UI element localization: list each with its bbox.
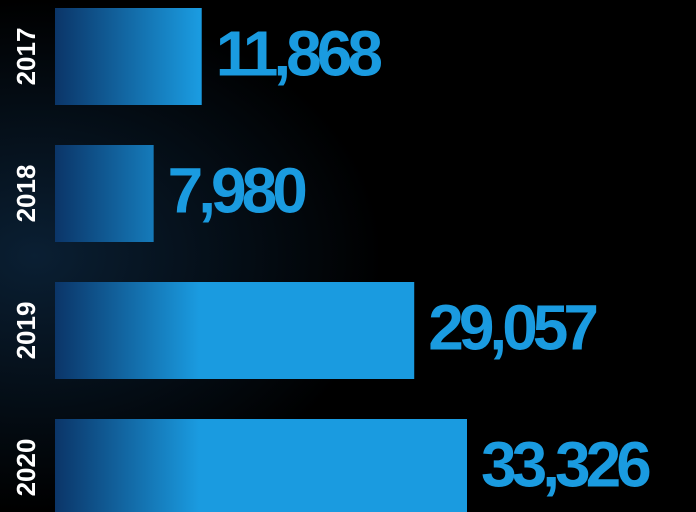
category-label: 2018 xyxy=(11,165,41,223)
bar xyxy=(55,282,415,379)
bar xyxy=(55,419,467,512)
value-label: 7,980 xyxy=(168,154,306,226)
bar xyxy=(55,8,202,105)
value-label: 33,326 xyxy=(481,428,650,500)
value-label: 29,057 xyxy=(428,291,596,363)
value-label: 11,868 xyxy=(216,17,382,89)
bar xyxy=(55,145,154,242)
category-label: 2019 xyxy=(11,302,41,360)
category-label: 2017 xyxy=(11,28,41,86)
category-label: 2020 xyxy=(11,439,41,497)
